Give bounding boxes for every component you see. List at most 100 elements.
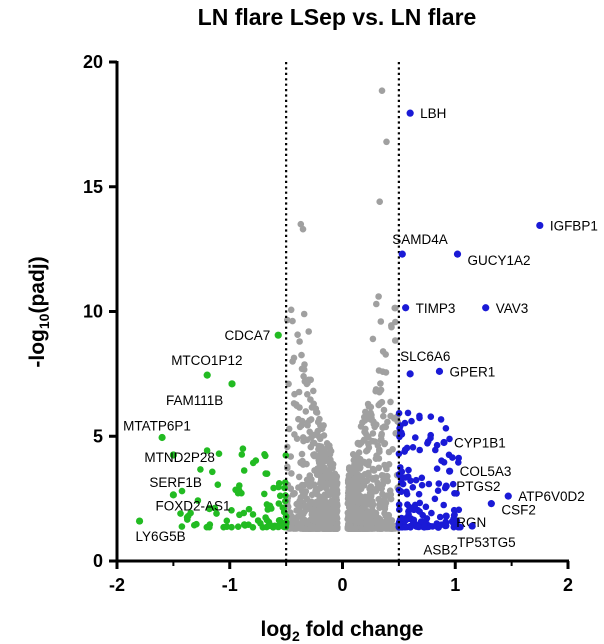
gene-point [369, 511, 377, 518]
labeled-gene-point [434, 523, 442, 531]
gene-point [388, 323, 395, 331]
data-points [177, 87, 464, 532]
gene-point [369, 503, 376, 510]
gene-point [416, 499, 424, 507]
gene-point [455, 459, 462, 466]
gene-point [380, 412, 387, 420]
gene-point [412, 434, 419, 441]
gene-point [375, 367, 383, 374]
labeled-gene-point [203, 371, 211, 379]
gene-point [364, 447, 371, 454]
gene-point [268, 505, 275, 512]
gene-point [450, 515, 457, 523]
labeled-gene-point [442, 482, 450, 490]
gene-point [387, 398, 394, 406]
gene-point [384, 418, 391, 426]
gene-point [365, 458, 373, 466]
gene-point [372, 422, 379, 429]
labeled-gene-point [406, 109, 414, 117]
gene-point [363, 509, 371, 516]
gene-point [275, 517, 283, 524]
gene-point [383, 138, 390, 146]
gene-point [215, 450, 223, 458]
gene-label: MTCO1P12 [171, 353, 242, 368]
gene-point [262, 470, 270, 477]
gene-point [376, 400, 384, 407]
gene-point [295, 484, 302, 491]
gene-point [373, 517, 380, 525]
gene-point [333, 515, 341, 522]
gene-point [427, 413, 435, 421]
gene-point [375, 495, 383, 503]
x-tick-label: -2 [109, 575, 125, 595]
gene-point [354, 458, 361, 465]
gene-point [383, 465, 390, 473]
gene-point [440, 501, 448, 509]
x-axis-title: log2 fold change [261, 618, 424, 644]
gene-label: MTND2P28 [144, 450, 215, 465]
gene-point [437, 416, 445, 423]
labeled-gene-point [442, 512, 450, 520]
gene-point [416, 446, 424, 454]
gene-point [401, 419, 409, 427]
gene-point [369, 335, 377, 343]
gene-point [236, 511, 243, 519]
labeled-gene-point [468, 522, 476, 530]
gene-point [239, 445, 247, 453]
gene-label: PTGS2 [456, 479, 500, 494]
y-tick-label: 10 [83, 302, 103, 322]
gene-point [311, 451, 318, 458]
gene-point [284, 316, 291, 324]
gene-point [178, 487, 186, 495]
gene-point [396, 487, 404, 495]
gene-point [306, 428, 314, 436]
gene-point [357, 495, 365, 503]
gene-point [409, 444, 417, 451]
gene-point [372, 474, 380, 481]
gene-point [279, 504, 287, 512]
gene-point [365, 403, 373, 410]
gene-point [298, 450, 306, 458]
x-tick-label: 1 [450, 575, 460, 595]
gene-point [405, 466, 412, 474]
gene-point [311, 501, 319, 508]
gene-point [427, 434, 434, 442]
gene-point [451, 490, 458, 497]
y-tick-label: 15 [83, 177, 103, 197]
gene-point [435, 480, 443, 487]
gene-point [353, 475, 361, 482]
gene-point [374, 479, 381, 487]
gene-point [395, 520, 403, 528]
chart-title: LN flare LSep vs. LN flare [198, 4, 477, 30]
gene-point [348, 485, 356, 492]
labeled-gene-point [435, 367, 444, 375]
gene-point [290, 354, 298, 362]
gene-point [240, 467, 248, 474]
gene-point [238, 451, 246, 458]
gene-point [294, 331, 301, 339]
gene-point [379, 490, 386, 498]
gene-point [203, 523, 211, 531]
gene-label: RGN [456, 515, 486, 530]
gene-point [311, 431, 318, 439]
gene-point [375, 293, 382, 300]
gene-point [203, 447, 211, 454]
gene-point [296, 502, 304, 510]
gene-point [306, 499, 314, 506]
gene-point [387, 495, 395, 503]
gene-point [312, 487, 319, 495]
gene-point [376, 198, 384, 205]
gene-point [377, 380, 384, 387]
gene-point [289, 491, 297, 498]
gene-label: GPER1 [449, 364, 495, 379]
gene-point [362, 430, 370, 437]
gene-point [381, 510, 388, 517]
gene-point [404, 515, 412, 523]
gene-point [184, 512, 192, 520]
gene-point [418, 474, 426, 482]
gene-point [228, 523, 235, 531]
gene-point [197, 466, 204, 473]
gene-point [418, 481, 426, 489]
gene-point [300, 373, 307, 380]
